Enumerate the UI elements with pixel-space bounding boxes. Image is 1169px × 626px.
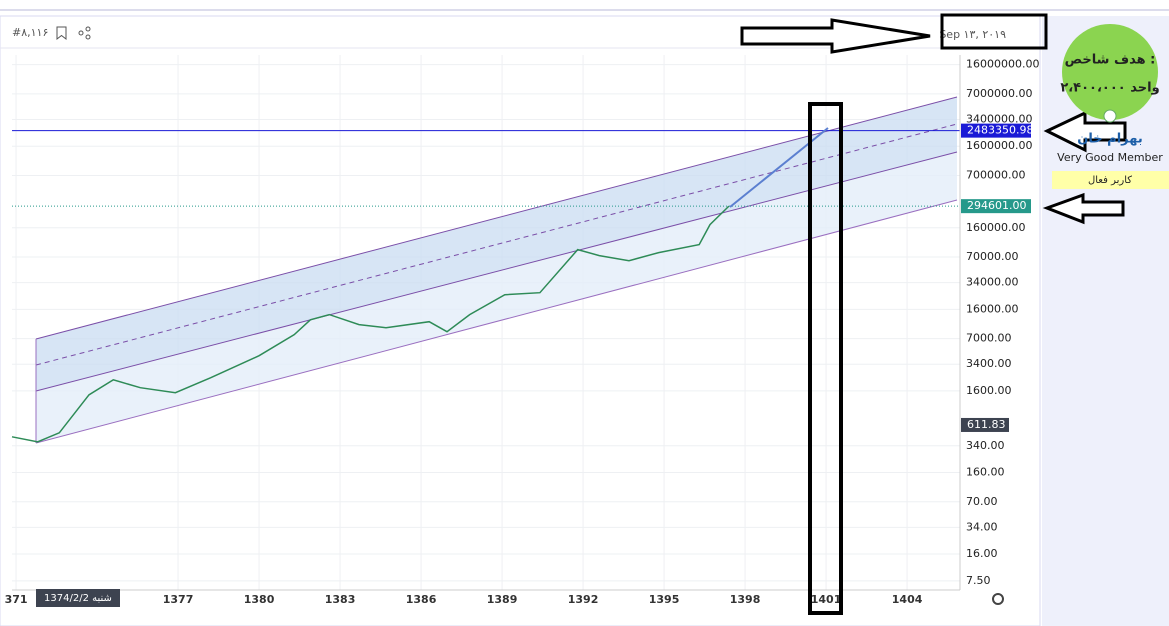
avatar-icon [1103,109,1117,123]
price-line [11,205,730,443]
x-tick-label: 1380 [244,593,275,606]
x-tick-label: 1395 [649,593,680,606]
x-tick-label: 1404 [892,593,923,606]
y-tick-label: 7000000.00 [966,87,1032,100]
price-tag [961,123,1031,138]
y-tick-label: 340.00 [966,439,1005,452]
date-label: Sep ۱۳, ۲۰۱۹ [939,28,1006,41]
y-tick-label: 34000.00 [966,276,1019,289]
x-tick-label: 371 [5,593,28,606]
annotation-box [808,102,843,615]
x-tick-label: 1392 [568,593,599,606]
post-number: #۸,۱۱۶ [12,26,48,39]
channel-inner [35,151,958,392]
settings-icon[interactable] [992,593,1004,605]
y-tick-label: 7.50 [966,574,991,587]
y-tick-label: 16000000.00 [966,58,1039,71]
x-tick-label: 1398 [730,593,761,606]
y-tick-label: 16000.00 [966,302,1019,315]
status: کاربر فعال [1088,175,1132,186]
x-tick-label: 1383 [325,593,356,606]
channel-top [35,96,958,340]
channel-lower-band [36,152,957,443]
bookmark-icon[interactable] [56,26,67,41]
annotation-arrow [1042,192,1125,225]
y-tick-label: 160.00 [966,465,1005,478]
y-tick-label: 3400.00 [966,357,1012,370]
y-tick-label: 70.00 [966,495,998,508]
y-tick-label: 1600000.00 [966,139,1032,152]
channel-upper-band [36,97,957,391]
target-title: هدف شاخص : [1065,53,1156,68]
annotation-arrow [1043,110,1127,153]
x-tick-label: 1377 [163,593,194,606]
x-tick-label: 1386 [406,593,437,606]
y-tick-label: 3400000.00 [966,113,1032,126]
channel-bottom [35,199,958,444]
crosshair-label: شنبه 1374/2/2 [44,593,112,604]
x-tick-label: 1401 [811,593,842,606]
annotation-box [940,13,1048,50]
price-tag-label: 294601.00 [967,199,1027,212]
x-tick-label: 1389 [487,593,518,606]
annotation-arrow [740,18,931,54]
y-tick-label: 700000.00 [966,168,1026,181]
y-tick-label: 160000.00 [966,221,1026,234]
target-circle [1062,24,1158,120]
channel-mid [35,123,958,366]
marker-tag-label: 611.83 [967,418,1006,431]
y-tick-label: 34.00 [966,520,998,533]
target-value: ۲،۴۰۰،۰۰۰ واحد [1060,81,1159,96]
y-tick-label: 1600.00 [966,384,1012,397]
crosshair-tag [36,589,120,607]
labels: 7.50 16.00 34.00 70.00 160.00 340.00 1600.00 34… [5,58,1039,607]
status-bg [1052,171,1169,189]
y-tick-label: 70000.00 [966,250,1019,263]
marks [11,130,960,443]
rank: Very Good Member [1057,151,1163,164]
price-tag-label: 2483350.98 [967,124,1033,137]
price-tag [961,199,1031,214]
share-icon[interactable] [78,26,91,40]
y-tick-label: 7000.00 [966,332,1012,345]
y-tick-label: 16.00 [966,547,998,560]
username[interactable]: بهرام خان [1077,132,1142,147]
marker-tag [961,417,1009,432]
